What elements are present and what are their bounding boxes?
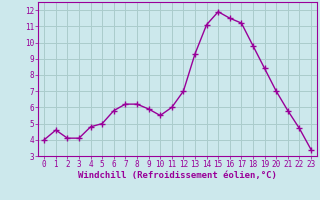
X-axis label: Windchill (Refroidissement éolien,°C): Windchill (Refroidissement éolien,°C) — [78, 171, 277, 180]
